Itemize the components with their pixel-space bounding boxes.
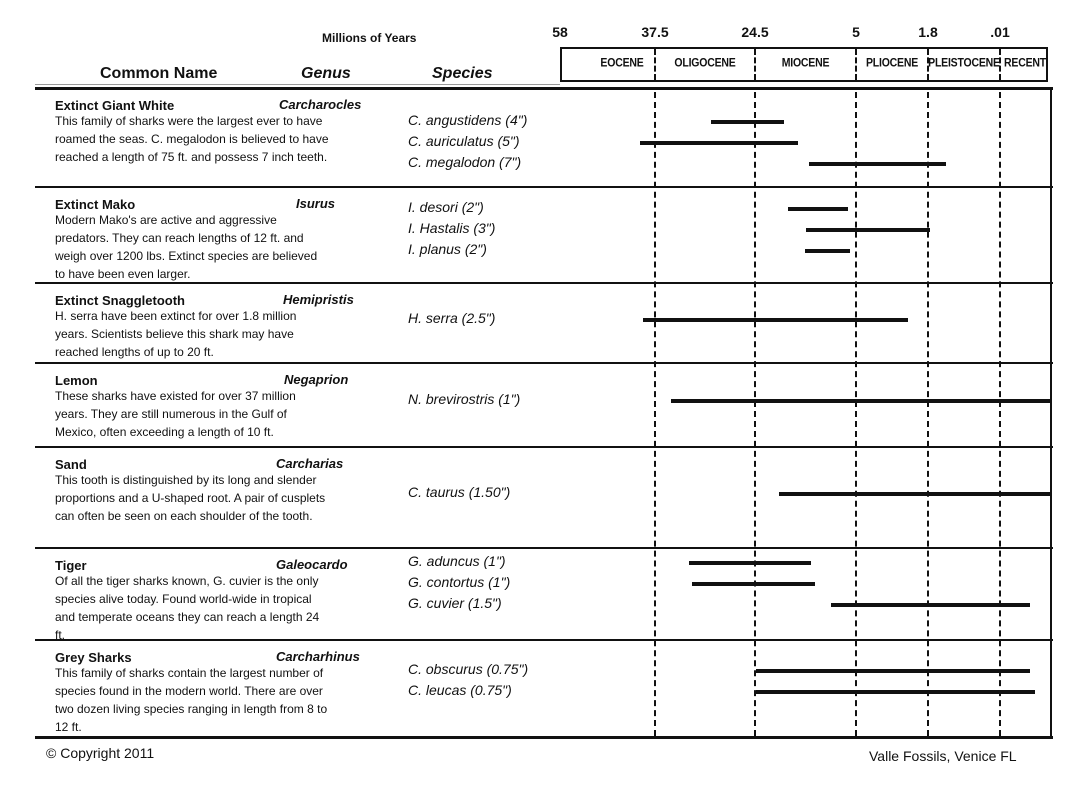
- species-name: C. megalodon (7"): [408, 154, 522, 170]
- publisher: Valle Fossils, Venice FL: [869, 748, 1017, 764]
- timeline-tick-label: 1.8: [918, 24, 938, 40]
- description: These sharks have existed for over 37 mi…: [55, 389, 296, 439]
- range-bar: [756, 690, 1035, 694]
- axis-title: Millions of Years: [322, 31, 417, 45]
- description: H. serra have been extinct for over 1.8 …: [55, 309, 297, 359]
- row-divider: [35, 736, 1053, 739]
- description: Of all the tiger sharks known, G. cuvier…: [55, 574, 320, 642]
- copyright: © Copyright 2011: [46, 745, 155, 761]
- table-right-border: [1050, 88, 1052, 738]
- common-name: Lemon: [55, 373, 98, 388]
- timeline-tick-label: 58: [552, 24, 568, 40]
- row-divider: [35, 362, 1053, 364]
- row-divider: [35, 547, 1053, 549]
- genus: Hemipristis: [283, 292, 354, 307]
- epoch-divider: [654, 49, 656, 80]
- table-row: Lemon Negaprion These sharks have existed …: [0, 363, 1080, 447]
- epoch-gridline: [927, 92, 929, 736]
- column-header-species: Species: [432, 65, 493, 82]
- species-name: I. planus (2"): [408, 241, 487, 257]
- header-underline: [35, 84, 560, 85]
- species-name: I. desori (2"): [408, 199, 484, 215]
- species-name: H. serra (2.5"): [408, 310, 496, 326]
- species-name: C. obscurus (0.75"): [408, 661, 529, 677]
- common-name: Grey Sharks: [55, 650, 132, 665]
- row-divider: [35, 186, 1053, 188]
- species-name: C. angustidens (4"): [408, 112, 528, 128]
- range-bar: [778, 492, 1050, 496]
- genus: Carcharocles: [279, 97, 362, 112]
- table-row: Sand Carcharias This tooth is distinguishe…: [0, 447, 1080, 548]
- epoch-gridline: [999, 92, 1001, 736]
- timeline-tick-label: 24.5: [741, 24, 769, 40]
- epoch-label: EOCENE: [600, 56, 644, 70]
- range-bar: [756, 669, 1030, 673]
- range-bar: [671, 399, 1050, 403]
- timeline-epoch-box: [560, 47, 1048, 82]
- species-name: C. auriculatus (5"): [408, 133, 520, 149]
- epoch-divider: [999, 49, 1001, 80]
- common-name: Tiger: [55, 558, 87, 573]
- range-bar: [804, 249, 850, 253]
- table-row: Grey Sharks Carcharhinus This family of sh…: [0, 640, 1080, 737]
- genus: Galeocardo: [276, 557, 348, 572]
- row-divider: [35, 446, 1053, 448]
- timeline-tick-label: 37.5: [641, 24, 669, 40]
- epoch-divider: [927, 49, 929, 80]
- description: This tooth is distinguished by its long …: [55, 473, 326, 523]
- species-name: G. contortus (1"): [408, 574, 511, 590]
- table-row: Extinct Mako Isurus Modern Mako's are acti…: [0, 187, 1080, 283]
- epoch-label: PLEISTOCENE: [928, 56, 1000, 70]
- epoch-gridline: [754, 92, 756, 736]
- timeline-tick-label: 5: [852, 24, 860, 40]
- species-name: G. cuvier (1.5"): [408, 595, 502, 611]
- epoch-gridline: [855, 92, 857, 736]
- genus: Carcharias: [276, 456, 344, 471]
- genus: Isurus: [296, 196, 336, 211]
- species-name: C. taurus (1.50"): [408, 484, 511, 500]
- common-name: Extinct Giant White: [55, 98, 175, 113]
- species-name: I. Hastalis (3"): [408, 220, 496, 236]
- description: This family of sharks contain the larges…: [55, 666, 328, 734]
- column-header-common-name: Common Name: [100, 65, 218, 82]
- table-row: Tiger Galeocardo Of all the tiger sharks k…: [0, 548, 1080, 642]
- description: This family of sharks were the largest e…: [55, 114, 329, 164]
- epoch-label: RECENT: [1004, 56, 1046, 70]
- range-bar: [808, 162, 947, 166]
- timeline-tick-label: .01: [990, 24, 1010, 40]
- species-name: N. brevirostris (1"): [408, 391, 521, 407]
- range-bar: [640, 141, 798, 145]
- epoch-gridline: [654, 92, 656, 736]
- row-divider: [35, 639, 1053, 641]
- range-bar: [831, 603, 1030, 607]
- epoch-label: MIOCENE: [781, 56, 830, 70]
- table-row: Extinct Snaggletooth Hemipristis H. serra …: [0, 283, 1080, 363]
- row-divider: [35, 87, 1053, 90]
- common-name: Extinct Mako: [55, 197, 136, 212]
- range-bar: [805, 228, 930, 232]
- description: Modern Mako's are active and aggressive …: [55, 213, 318, 281]
- column-header-genus: Genus: [301, 65, 351, 82]
- range-bar: [711, 120, 784, 124]
- genus: Negaprion: [284, 372, 349, 387]
- genus: Carcharhinus: [276, 649, 360, 664]
- epoch-label: OLIGOCENE: [674, 56, 736, 70]
- epoch-divider: [855, 49, 857, 80]
- epoch-label: PLIOCENE: [865, 56, 919, 70]
- range-bar: [688, 561, 811, 565]
- table-row: Extinct Giant White Carcharocles This fami…: [0, 88, 1080, 187]
- species-name: C. leucas (0.75"): [408, 682, 512, 698]
- common-name: Extinct Snaggletooth: [55, 293, 185, 308]
- common-name: Sand: [55, 457, 87, 472]
- row-divider: [35, 282, 1053, 284]
- epoch-divider: [754, 49, 756, 80]
- species-name: G. aduncus (1"): [408, 553, 506, 569]
- range-bar: [788, 207, 849, 211]
- range-bar: [642, 318, 908, 322]
- range-bar: [691, 582, 815, 586]
